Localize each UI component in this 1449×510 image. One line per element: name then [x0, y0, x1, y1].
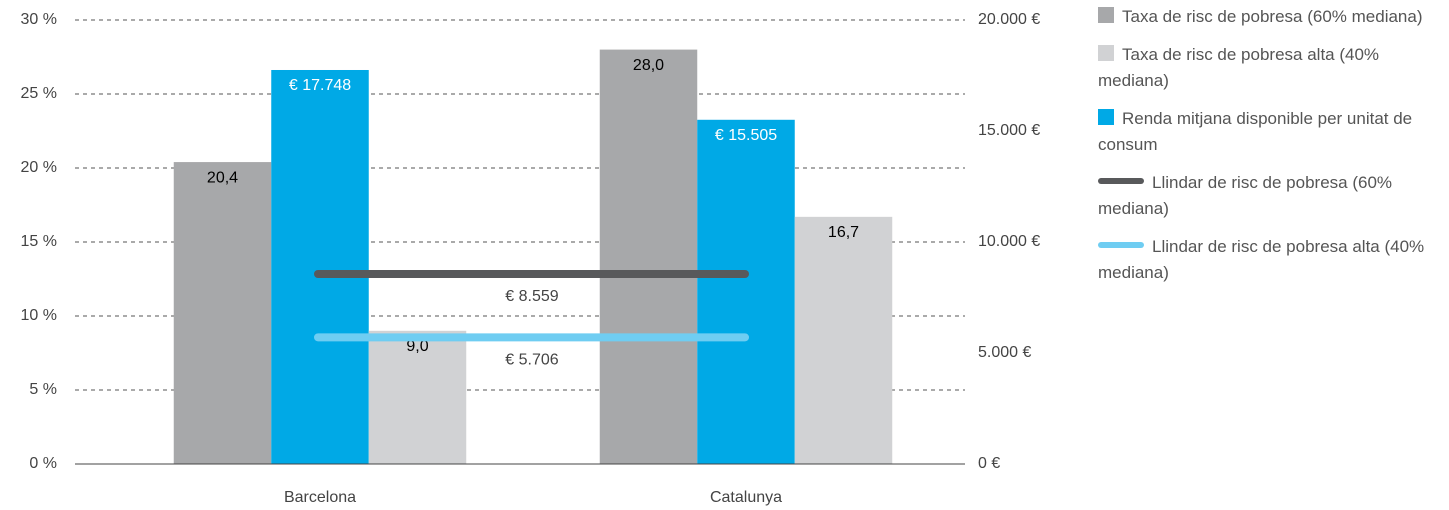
data-label: 9,0: [406, 338, 428, 355]
legend-label: Renda mitjana disponible per unitat de c…: [1098, 109, 1413, 154]
data-label: 20,4: [207, 169, 238, 186]
legend-item: Renda mitjana disponible per unitat de c…: [1098, 106, 1443, 158]
bar: [271, 69, 369, 465]
legend-label: Taxa de risc de pobresa (60% mediana): [1122, 7, 1423, 26]
y-tick-label: 20 %: [21, 159, 57, 176]
bar: [794, 216, 893, 464]
legend-item: Taxa de risc de pobresa (60% mediana): [1098, 4, 1443, 30]
legend-swatch: [1098, 178, 1144, 184]
bar: [697, 119, 795, 464]
legend-label: Llindar de risc de pobresa (60% mediana): [1098, 173, 1393, 218]
legend-swatch: [1098, 45, 1114, 61]
legend-swatch: [1098, 7, 1114, 23]
x-tick-label: Catalunya: [710, 489, 782, 506]
legend-item: Llindar de risc de pobresa alta (40% med…: [1098, 234, 1443, 286]
bar: [368, 330, 467, 464]
y-tick-label: 30 %: [21, 11, 57, 28]
y-tick-label: 5 %: [29, 381, 57, 398]
y-tick-label: 0 %: [29, 455, 57, 472]
y2-tick-label: 10.000 €: [978, 233, 1040, 250]
y2-tick-label: 5.000 €: [978, 344, 1031, 361]
legend-item: Taxa de risc de pobresa alta (40% median…: [1098, 42, 1443, 94]
legend-label: Llindar de risc de pobresa alta (40% med…: [1098, 237, 1425, 282]
y2-tick-label: 15.000 €: [978, 122, 1040, 139]
y-tick-label: 15 %: [21, 233, 57, 250]
y2-tick-label: 20.000 €: [978, 11, 1040, 28]
threshold-label: € 5.706: [505, 352, 558, 369]
data-label: 28,0: [633, 57, 664, 74]
legend-swatch: [1098, 242, 1144, 248]
data-label: € 17.748: [289, 77, 351, 94]
legend: Taxa de risc de pobresa (60% mediana) Tax…: [1098, 4, 1443, 298]
data-label: € 15.505: [715, 127, 777, 144]
legend-swatch: [1098, 109, 1114, 125]
legend-item: Llindar de risc de pobresa (60% mediana): [1098, 170, 1443, 222]
x-tick-label: Barcelona: [284, 489, 356, 506]
y-tick-label: 10 %: [21, 307, 57, 324]
bar: [173, 162, 272, 464]
data-label: 16,7: [828, 224, 859, 241]
threshold-label: € 8.559: [505, 288, 558, 305]
y-tick-label: 25 %: [21, 85, 57, 102]
chart: 0 % 5 % 10 % 15 % 20 % 25 % 30 % 0 € 5.000 € 10.0…: [21, 11, 1041, 506]
legend-label: Taxa de risc de pobresa alta (40% median…: [1098, 45, 1380, 90]
bar: [599, 49, 698, 464]
y2-tick-label: 0 €: [978, 455, 1000, 472]
